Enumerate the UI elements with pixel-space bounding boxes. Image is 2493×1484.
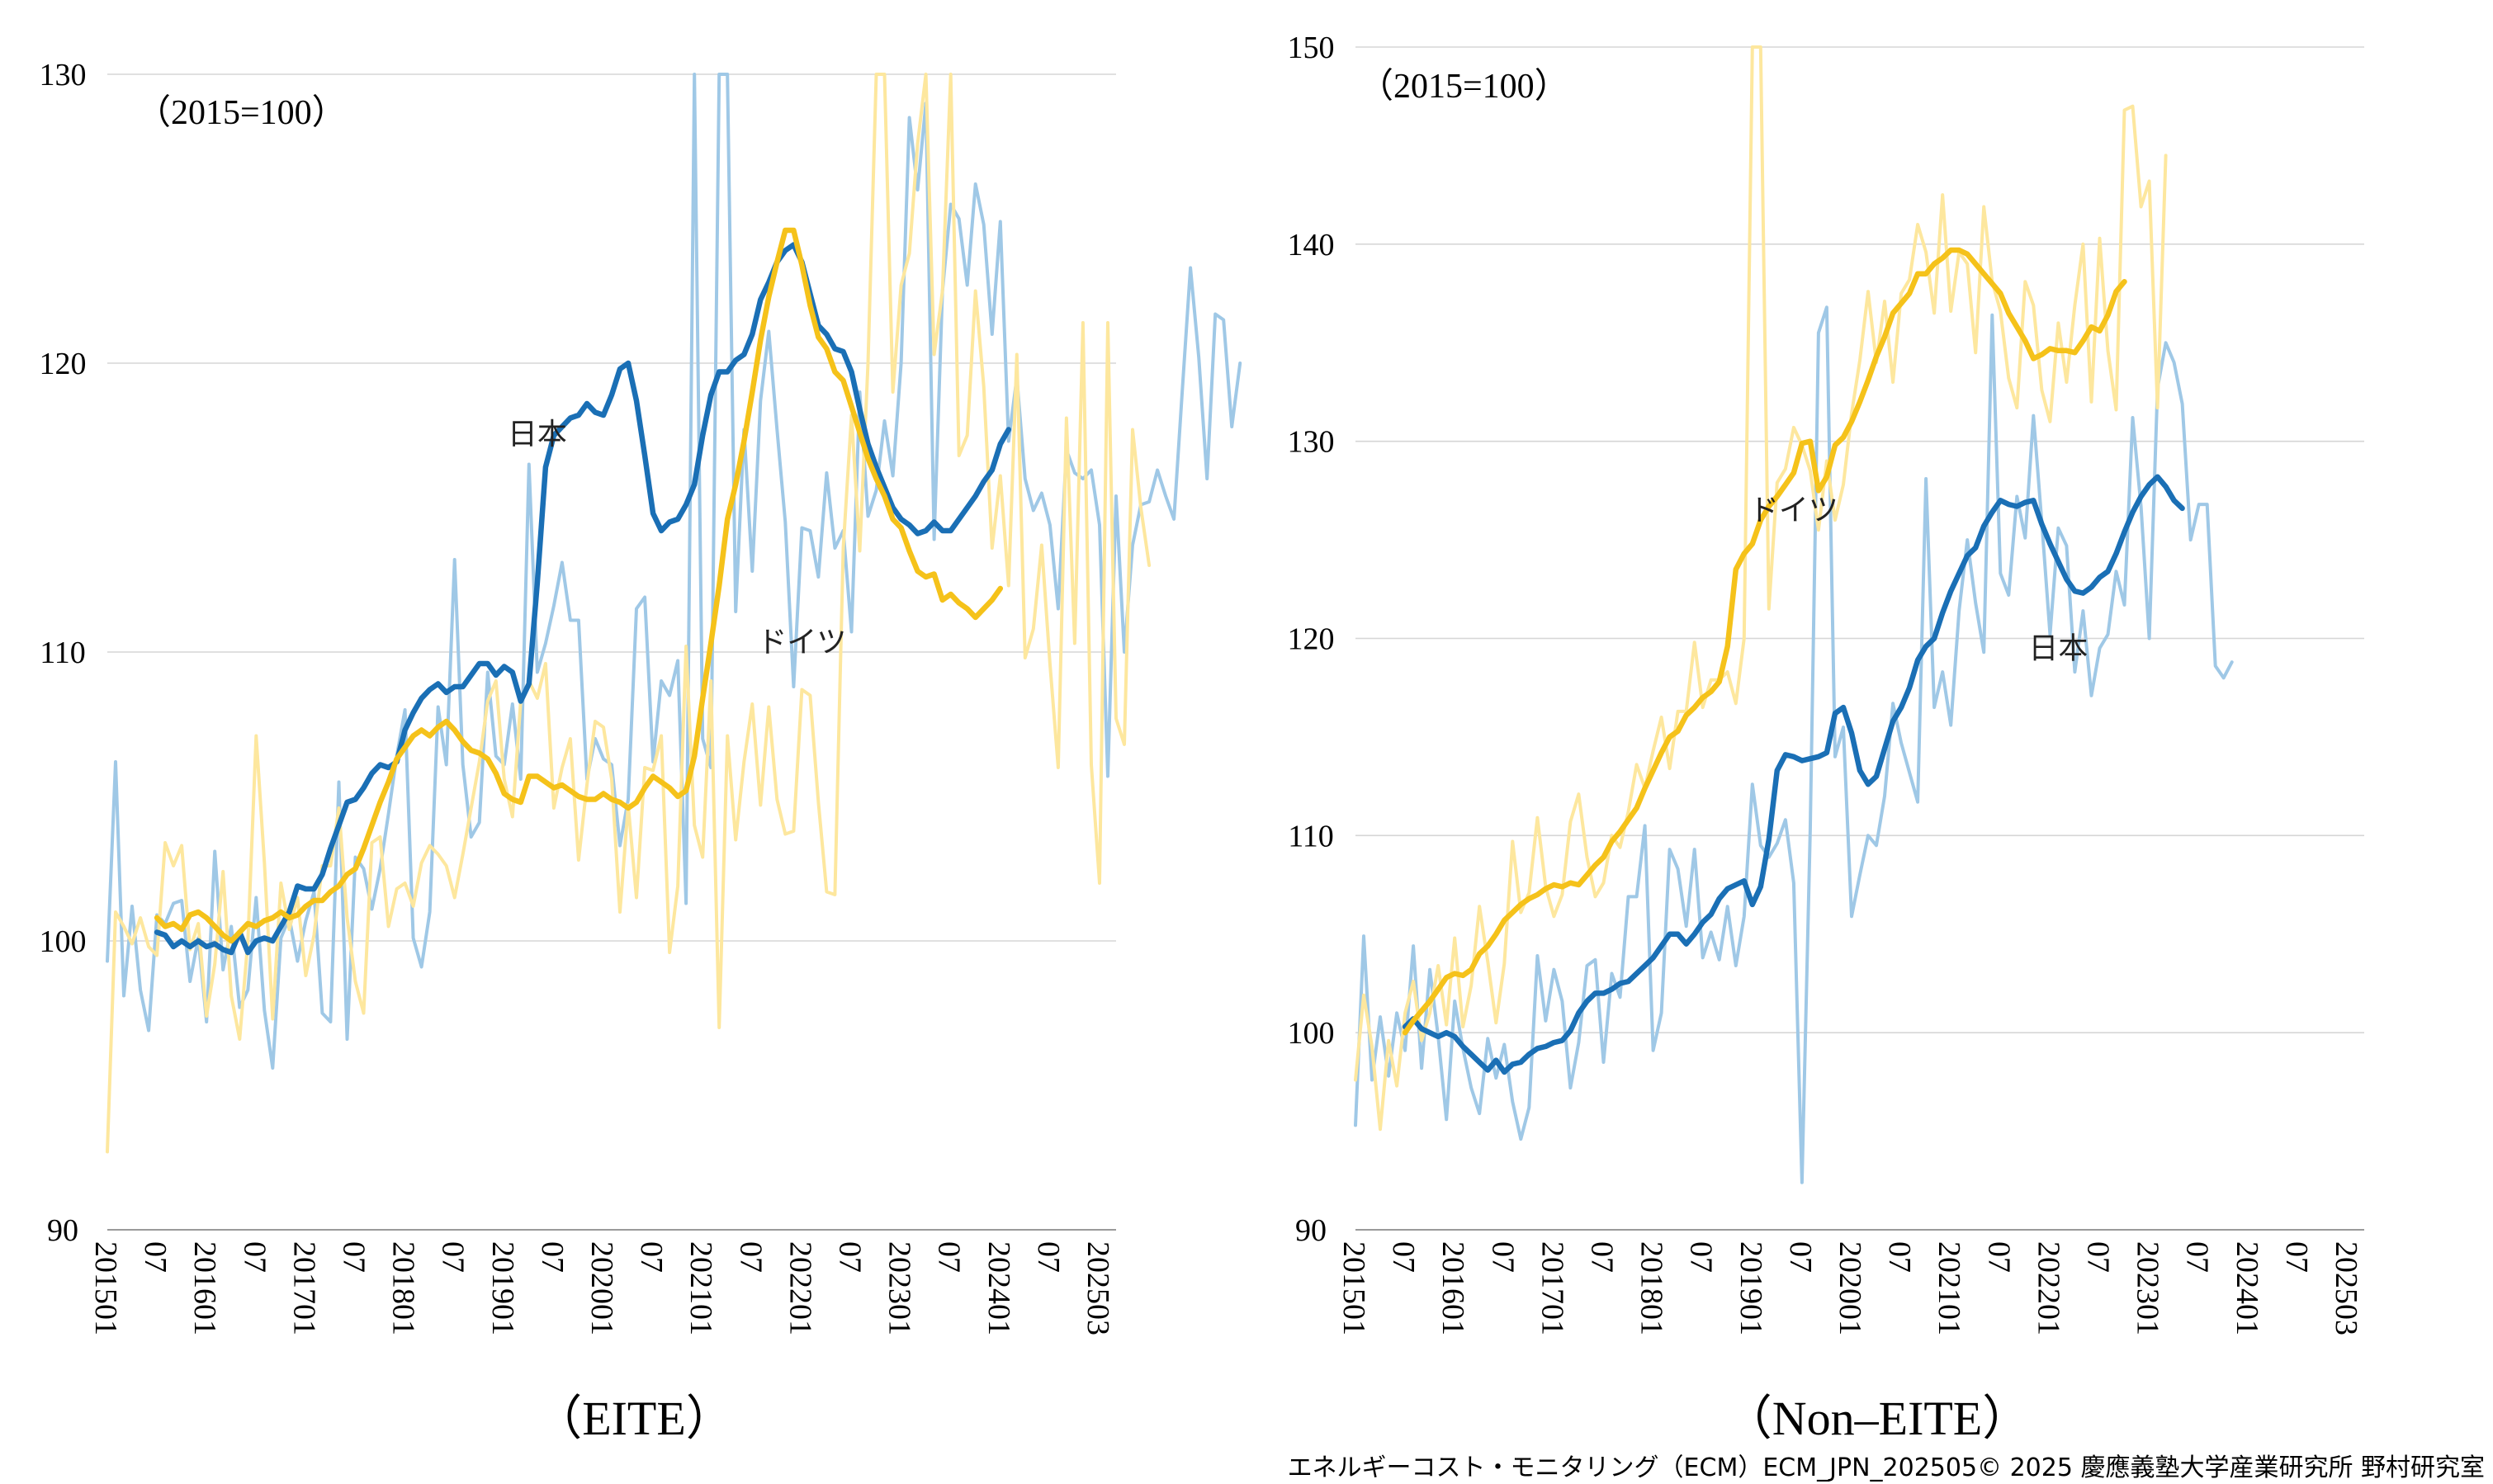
x-tick-label: 201501 [1336,1241,1371,1335]
x-tick-label: 07 [1783,1241,1818,1273]
series-line-smoothed-japan [154,242,1012,956]
series-line-smoothed-germany [154,227,1004,944]
x-tick-label: 202101 [1932,1241,1966,1335]
x-tick-label: 201701 [286,1241,321,1335]
x-tick-label: 202401 [982,1241,1016,1335]
x-tick-label: 202201 [783,1241,817,1335]
x-tick-label: 07 [1981,1241,2016,1273]
series-line-smoothed-japan [1402,474,2185,1075]
y-tick-label: 130 [1288,425,1335,460]
series-annotation: ドイツ [757,626,846,659]
series-line-monthly-japan [106,73,1242,1070]
x-tick-label: 201901 [485,1241,520,1335]
x-tick-label: 07 [138,1241,173,1273]
y-tick-label: 130 [40,58,87,92]
series-annotation: ドイツ [1749,494,1838,527]
x-tick-label: 202503 [2329,1241,2363,1335]
y-tick-label: 120 [1288,622,1335,657]
x-tick-label: 07 [1485,1241,1520,1273]
footer-credit: エネルギーコスト・モニタリング（ECM）ECM_JPN_202505© 2025… [1288,1453,2485,1482]
x-tick-label: 07 [436,1241,471,1273]
x-tick-label: 07 [733,1241,768,1273]
x-tick-label: 202001 [584,1241,619,1335]
series-line-monthly-japan [1354,305,2234,1184]
x-tick-label: 202401 [2230,1241,2264,1335]
x-tick-label: 201701 [1535,1241,1569,1335]
x-tick-label: 202101 [684,1241,718,1335]
series-annotation: 日本 [2028,631,2088,665]
x-tick-label: 202503 [1081,1241,1115,1335]
chart-title: （Non–EITE） [1724,1392,2031,1445]
x-tick-label: 07 [336,1241,371,1273]
base-year-note: （2015=100） [1359,68,1569,106]
x-tick-label: 07 [1386,1241,1421,1273]
x-tick-label: 201901 [1734,1241,1768,1335]
x-tick-label: 202301 [882,1241,917,1335]
y-tick-label: 100 [40,924,87,959]
series-line-smoothed-germany [1402,247,2127,1036]
x-tick-label: 202001 [1833,1241,1867,1335]
x-tick-label: 202301 [2131,1241,2165,1335]
y-tick-label: 100 [1288,1016,1335,1051]
y-tick-label: 120 [40,347,87,381]
x-tick-label: 201801 [1634,1241,1669,1335]
y-tick-label: 150 [1288,31,1335,65]
x-tick-label: 07 [634,1241,669,1273]
chart-panel-eite: 90 100 110 120 130 201501 07 201601 07 201701 07 20… [40,58,1242,1445]
x-tick-label: 07 [932,1241,967,1273]
y-tick-label: 90 [47,1213,78,1248]
x-tick-label: 07 [237,1241,272,1273]
y-tick-label: 110 [40,636,86,670]
x-tick-label: 201501 [88,1241,123,1335]
x-tick-label: 201601 [187,1241,222,1335]
x-tick-label: 07 [1584,1241,1619,1273]
x-tick-label: 201601 [1436,1241,1470,1335]
y-tick-label: 140 [1288,228,1335,262]
chart-panel-non-eite: 90 100 110 120 130 140 150 201501 07 201601 07 2017… [1288,31,2364,1445]
y-tick-label: 110 [1288,819,1334,853]
x-tick-label: 07 [1684,1241,1719,1273]
series-annotation: 日本 [508,418,567,451]
x-tick-label: 201801 [386,1241,421,1335]
x-tick-label: 07 [2279,1241,2314,1273]
x-tick-label: 07 [832,1241,867,1273]
x-tick-label: 07 [1882,1241,1917,1273]
x-tick-label: 07 [1031,1241,1066,1273]
x-tick-label: 07 [2080,1241,2115,1273]
x-tick-label: 202201 [2031,1241,2065,1335]
series-line-monthly-germany [1354,45,2168,1132]
x-tick-label: 07 [535,1241,570,1273]
base-year-note: （2015=100） [136,94,347,132]
y-tick-label: 90 [1295,1213,1327,1248]
x-tick-label: 07 [2180,1241,2215,1273]
chart-title: （EITE） [534,1392,734,1445]
